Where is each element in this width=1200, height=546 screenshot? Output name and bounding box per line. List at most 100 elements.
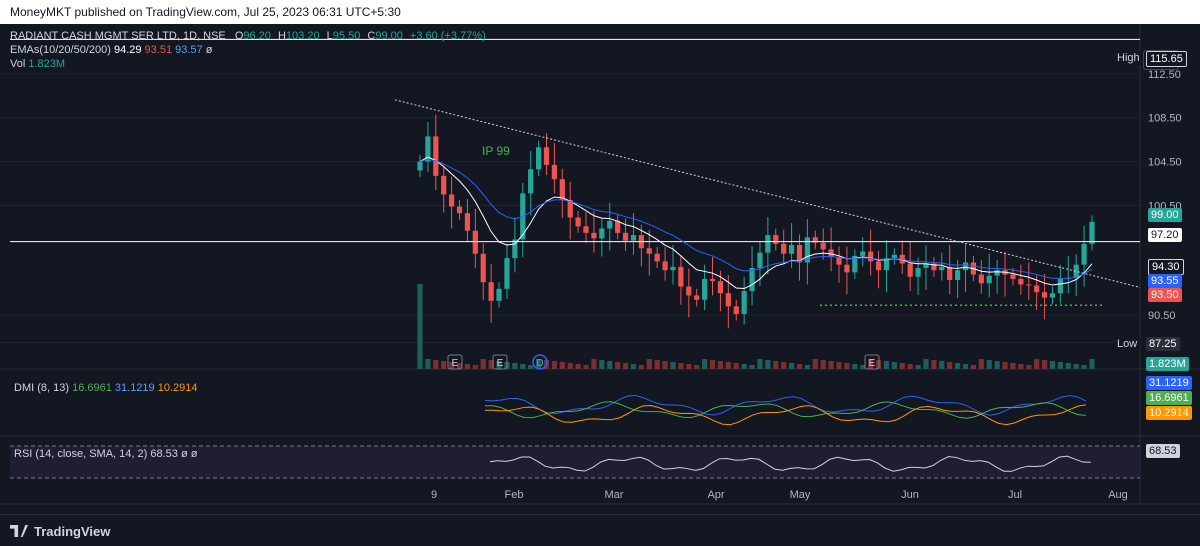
volume-bar	[1041, 360, 1048, 369]
dmi-adx-value: 16.6961	[72, 382, 112, 394]
volume-bar	[970, 365, 977, 369]
candle-body	[765, 235, 771, 253]
earnings-marker	[864, 354, 880, 370]
volume-bar	[622, 363, 629, 369]
volume-bar	[686, 364, 692, 369]
ema-c-label: 93.50	[1148, 288, 1182, 302]
volume-bars	[417, 284, 1095, 369]
ema50-line	[419, 158, 1093, 279]
close-label: C	[367, 30, 376, 42]
candle-body	[860, 251, 866, 256]
symbol-legend: RADIANT CASH MGMT SER LTD, 1D, NSE O96.2…	[10, 30, 486, 42]
volume-bar	[488, 360, 494, 369]
close-value: 99.00	[375, 30, 403, 42]
candle-body	[488, 282, 494, 301]
volume-bar	[781, 362, 787, 369]
candle-body	[1049, 293, 1056, 298]
candle-body	[717, 281, 724, 294]
dmi-lines	[484, 394, 1087, 426]
ema10-line	[419, 156, 1093, 290]
candle-body	[622, 232, 629, 241]
candle-body	[1018, 278, 1024, 285]
candles	[417, 114, 1095, 329]
tradingview-logo[interactable]: TradingView	[10, 524, 110, 539]
volume-bar	[899, 363, 905, 369]
dmi-plus-line	[484, 394, 1087, 416]
ema200-value: ø	[205, 44, 213, 56]
hline-price-label: 97.20	[1148, 228, 1182, 242]
rsi-lines	[10, 445, 1140, 479]
volume-bar	[1010, 363, 1016, 369]
volume-bar	[599, 360, 605, 369]
volume-bar	[757, 359, 763, 369]
y-tick-label: 90.50	[1148, 310, 1176, 322]
high-price-label: 115.65	[1146, 51, 1187, 67]
candle-body	[662, 261, 668, 271]
candle-body	[812, 237, 818, 243]
volume-bar	[836, 362, 842, 369]
candle-body	[947, 266, 953, 281]
candle-body	[1081, 243, 1087, 265]
rsi-band	[10, 446, 1140, 478]
candle-body	[852, 255, 858, 273]
candle-body	[425, 136, 431, 162]
x-tick-label: Jul	[1008, 489, 1022, 501]
candle-body	[528, 169, 534, 194]
volume-bar	[1065, 363, 1071, 369]
volume-bar	[417, 284, 423, 369]
volume-bar	[931, 360, 937, 369]
brand-name: TradingView	[34, 524, 111, 539]
ema10-value: 94.29	[113, 44, 142, 56]
volume-bar	[717, 361, 724, 369]
dmi-minus-line	[484, 404, 1086, 426]
candle-body	[449, 194, 455, 207]
candle-body	[607, 220, 613, 229]
volume-bar	[812, 359, 818, 369]
candle-body	[883, 258, 890, 271]
volume-bar	[480, 359, 486, 369]
candle-body	[907, 263, 913, 277]
x-tick-label: Jun	[901, 489, 919, 501]
high-value: 103.20	[285, 30, 320, 42]
grid	[0, 24, 1200, 505]
rsi-extra: ø ø	[180, 448, 198, 460]
volume-bar	[1081, 365, 1087, 369]
earnings-marker	[447, 354, 463, 370]
candle-body	[820, 242, 826, 250]
volume-bar	[615, 362, 621, 369]
candle-body	[844, 264, 850, 273]
candle-body	[472, 230, 478, 254]
candle-body	[796, 244, 803, 263]
volume-bar	[425, 359, 431, 369]
volume-bar	[725, 362, 731, 369]
volume-bar	[535, 359, 542, 369]
volume-bar	[583, 365, 589, 369]
publish-line: MoneyMKT published on TradingView.com, J…	[10, 5, 401, 19]
y-tick-label: 108.50	[1148, 113, 1182, 125]
rsi-axis-label: 68.53	[1146, 444, 1180, 458]
candle-body	[464, 213, 471, 231]
high-label: H	[277, 30, 286, 42]
volume-bar	[496, 361, 502, 369]
x-tick-label: 9	[431, 489, 437, 501]
candle-body	[583, 226, 589, 233]
vol-label: Vol	[10, 58, 26, 70]
x-tick-label: Aug	[1108, 489, 1128, 501]
ema-label: EMAs(10/20/50/200)	[10, 44, 111, 56]
candle-body	[1089, 221, 1095, 244]
dmi-adx-axis-label: 16.6961	[1146, 391, 1192, 405]
volume-bar	[1073, 364, 1079, 369]
volume-bar	[741, 364, 747, 369]
candle-body	[875, 261, 882, 271]
candle-body	[1026, 284, 1032, 286]
candle-body	[591, 232, 597, 239]
volume-bar	[788, 363, 795, 369]
y-tick-label: 112.50	[1148, 69, 1181, 81]
y-tick-label: 104.50	[1148, 157, 1182, 169]
dmi-label: DMI (8, 13)	[14, 382, 70, 394]
volume-bar	[765, 360, 771, 369]
candle-body	[986, 275, 992, 284]
candle-body	[955, 270, 961, 281]
